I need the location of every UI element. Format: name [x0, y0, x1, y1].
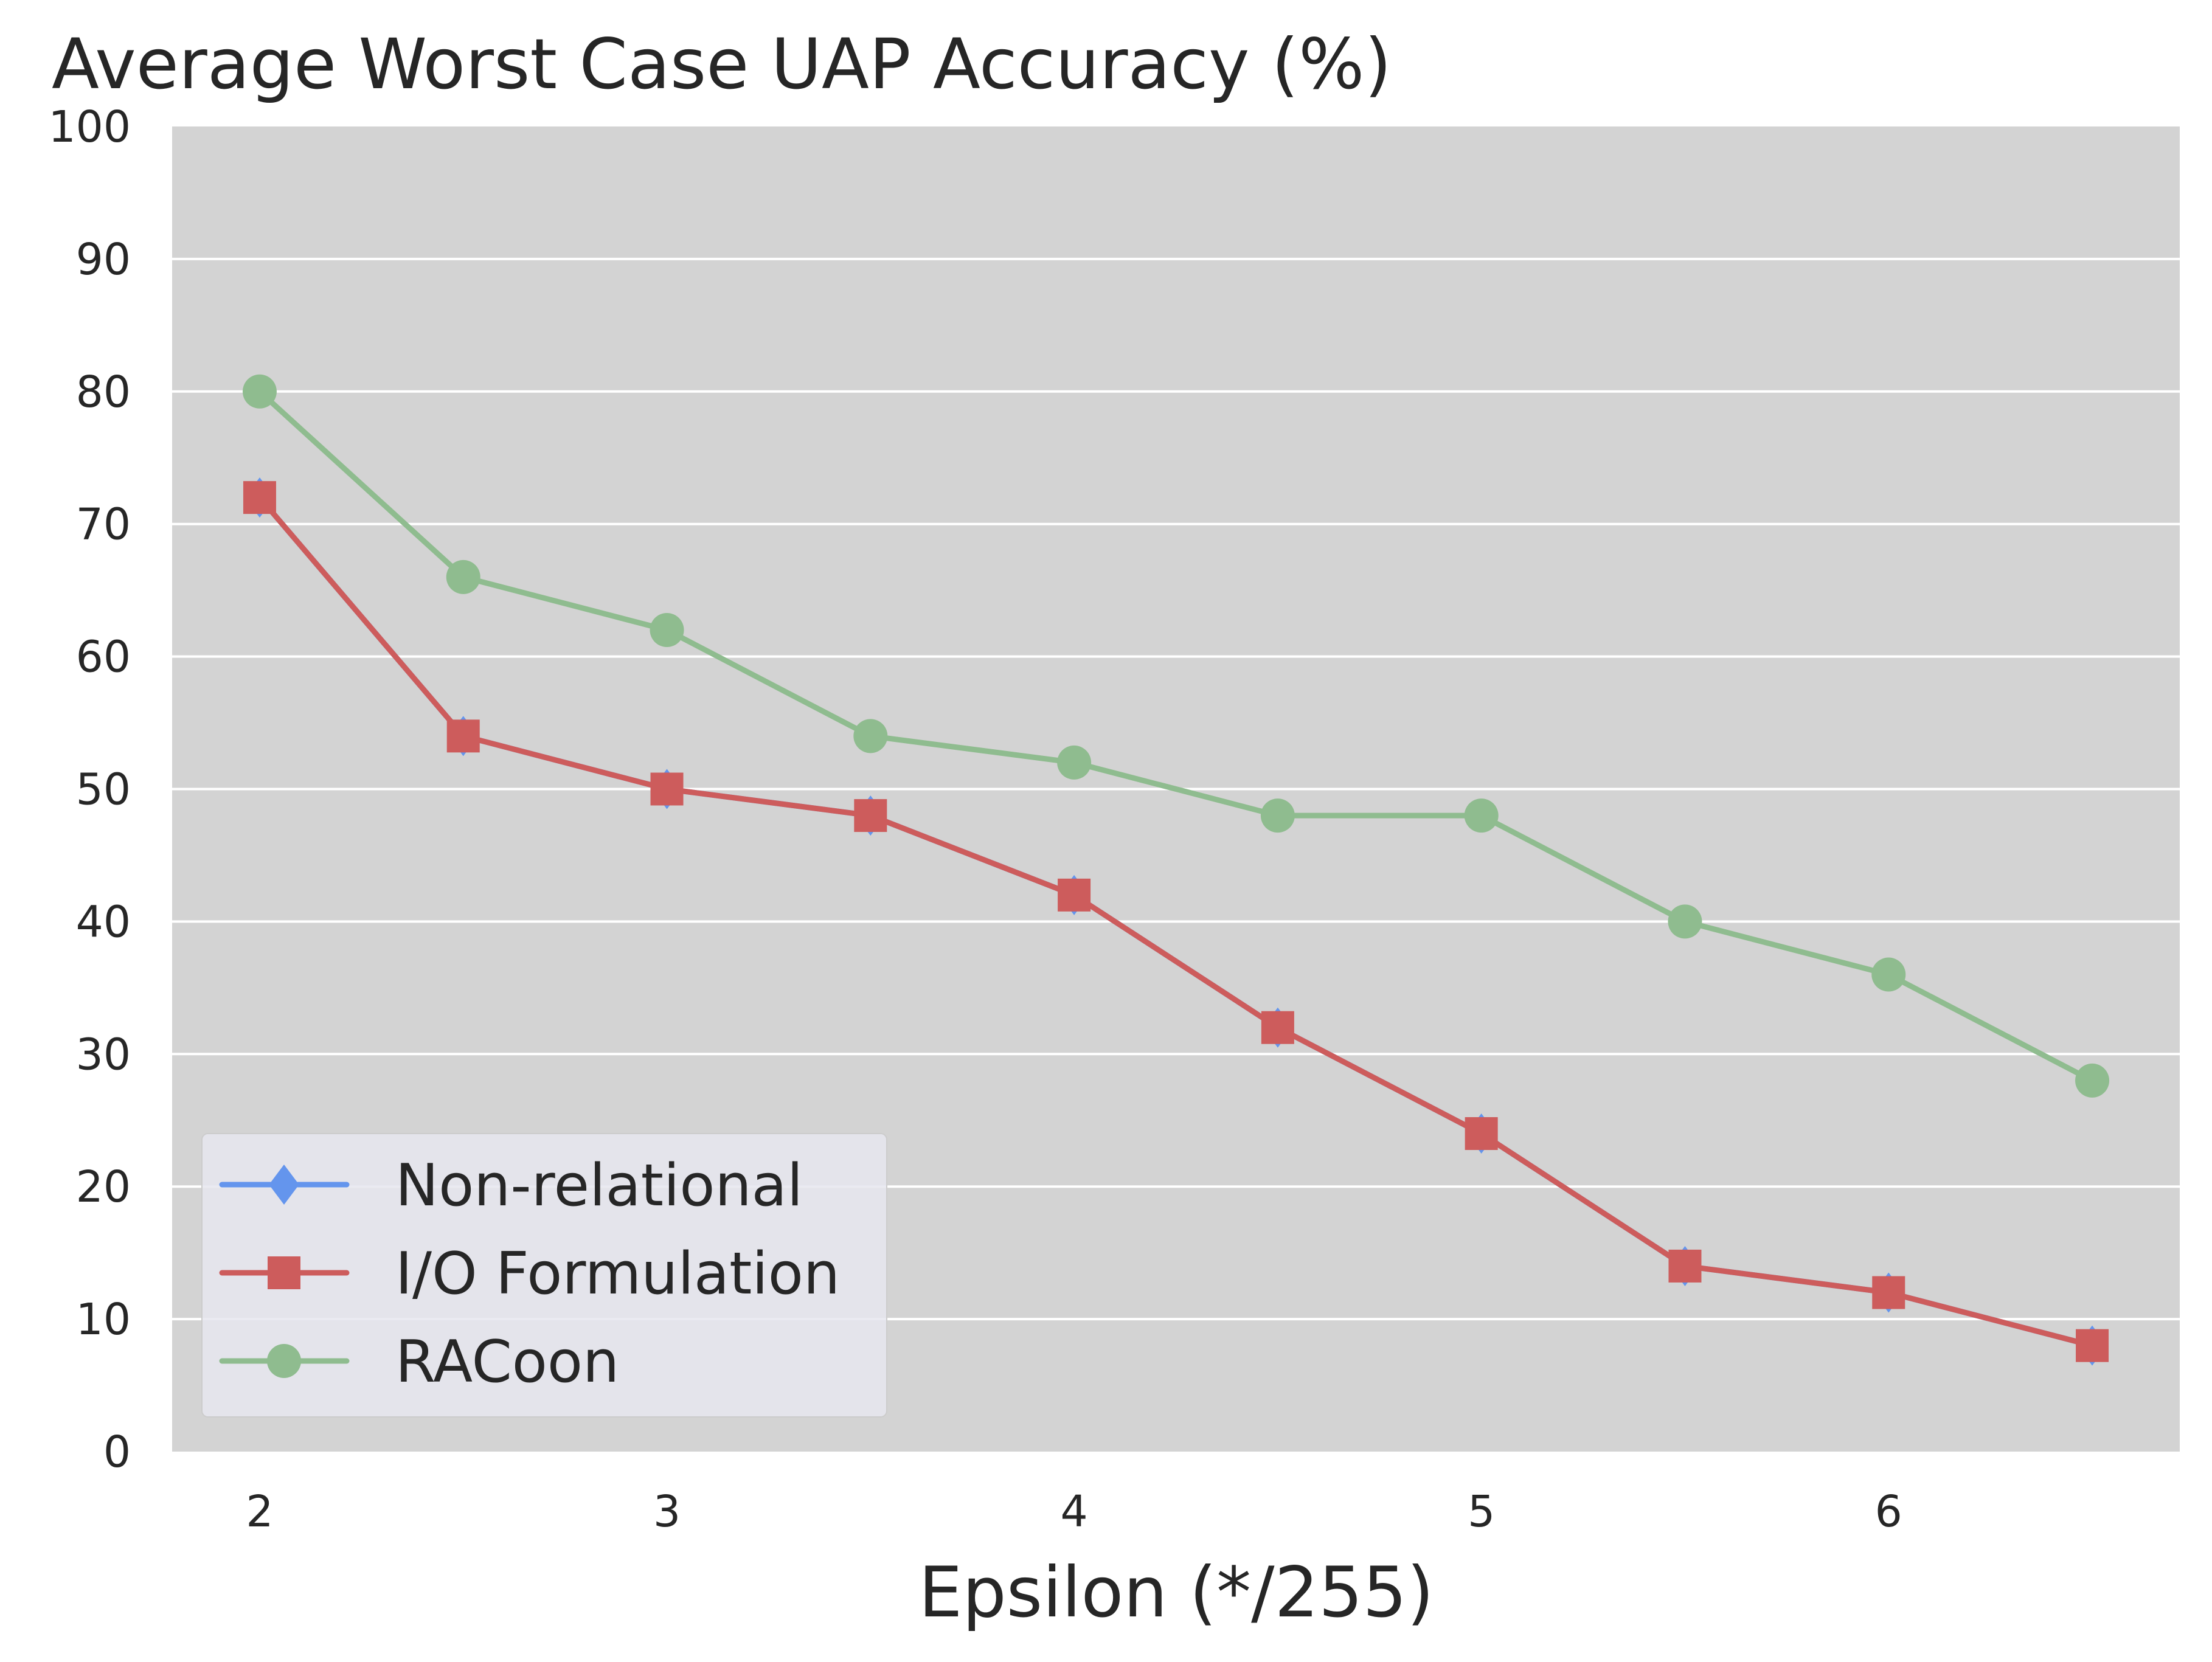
y-tick-label-90: 90	[76, 234, 131, 285]
data-point-racoon-4	[1057, 745, 1092, 780]
data-point-i-o-formulation-0	[243, 481, 276, 514]
legend-marker-i-o-formulation	[268, 1256, 300, 1289]
data-point-racoon-7	[1668, 904, 1702, 939]
y-tick-label-20: 20	[76, 1162, 131, 1212]
y-tick-label-100: 100	[48, 102, 131, 152]
data-point-racoon-3	[853, 719, 888, 753]
series-line-racoon	[257, 389, 2095, 1084]
series-group	[242, 374, 2110, 1366]
y-tick-label-10: 10	[76, 1294, 131, 1345]
y-axis-ticks: 0 10 20 30 40 50 60 70 80 90 100	[48, 102, 131, 1477]
data-point-i-o-formulation-9	[2076, 1329, 2109, 1362]
chart-title: Average Worst Case UAP Accuracy (%)	[52, 24, 1392, 105]
x-tick-label-5: 5	[1468, 1486, 1495, 1537]
x-axis-label: Epsilon (*/255)	[918, 1552, 1434, 1633]
y-tick-label-60: 60	[76, 632, 131, 682]
data-point-racoon-6	[1464, 798, 1499, 833]
data-point-racoon-5	[1260, 798, 1295, 833]
data-point-i-o-formulation-8	[1872, 1276, 1905, 1309]
y-tick-label-50: 50	[76, 764, 131, 815]
data-point-racoon-2	[650, 613, 684, 648]
data-point-i-o-formulation-6	[1465, 1117, 1498, 1151]
y-tick-label-80: 80	[76, 367, 131, 417]
data-point-i-o-formulation-2	[650, 772, 684, 806]
series-racoon	[242, 374, 2110, 1098]
y-tick-label-40: 40	[76, 896, 131, 947]
y-tick-label-30: 30	[76, 1029, 131, 1079]
data-point-racoon-8	[1871, 957, 1906, 992]
x-tick-label-4: 4	[1061, 1486, 1088, 1537]
legend: Non-relational I/O Formulation RACoon	[201, 1133, 887, 1418]
legend-frame	[201, 1133, 887, 1418]
x-axis-ticks: 2 3 4 5 6	[246, 1486, 1902, 1537]
data-point-i-o-formulation-1	[446, 719, 480, 753]
data-point-racoon-1	[446, 559, 480, 594]
y-tick-label-70: 70	[76, 499, 131, 550]
x-tick-label-6: 6	[1875, 1486, 1902, 1537]
data-point-i-o-formulation-4	[1058, 878, 1091, 912]
data-point-i-o-formulation-5	[1261, 1011, 1294, 1044]
x-tick-label-2: 2	[246, 1486, 273, 1537]
data-point-racoon-9	[2075, 1063, 2110, 1098]
legend-marker-racoon	[267, 1344, 301, 1378]
y-tick-label-0: 0	[103, 1427, 131, 1477]
legend-label-racoon: RACoon	[395, 1329, 619, 1396]
legend-label-i-o-formulation: I/O Formulation	[395, 1241, 840, 1307]
data-point-i-o-formulation-3	[854, 799, 887, 833]
series-i-o-formulation	[243, 481, 2109, 1362]
legend-label-non-relational: Non-relational	[395, 1152, 803, 1219]
data-point-racoon-0	[242, 374, 277, 409]
x-tick-label-3: 3	[653, 1486, 681, 1537]
series-line-i-o-formulation	[257, 494, 2095, 1349]
legend-marker-non-relational	[269, 1165, 299, 1205]
data-point-i-o-formulation-7	[1668, 1249, 1702, 1283]
